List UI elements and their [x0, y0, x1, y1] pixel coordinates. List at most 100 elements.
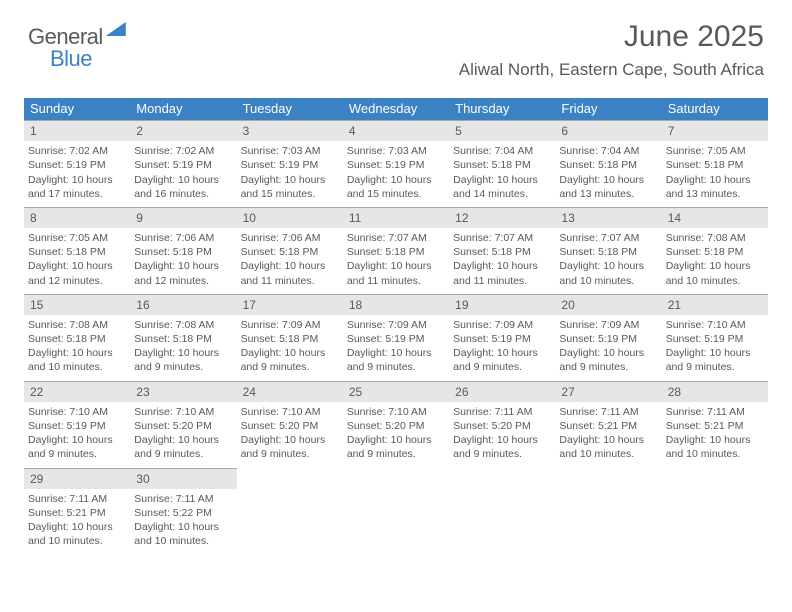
daylight-line: Daylight: 10 hours and 10 minutes. [666, 433, 764, 461]
sunset-line: Sunset: 5:18 PM [28, 332, 126, 346]
sunrise-line: Sunrise: 7:09 AM [453, 318, 551, 332]
sunrise-line: Sunrise: 7:08 AM [666, 231, 764, 245]
sunset-line: Sunset: 5:22 PM [134, 506, 232, 520]
sunrise-line: Sunrise: 7:11 AM [453, 405, 551, 419]
day-number: 21 [662, 294, 768, 315]
day-number: 2 [130, 120, 236, 141]
sunset-line: Sunset: 5:19 PM [559, 332, 657, 346]
daylight-line: Daylight: 10 hours and 9 minutes. [666, 346, 764, 374]
sunset-line: Sunset: 5:20 PM [241, 419, 339, 433]
day-cell [449, 468, 555, 555]
day-cell [555, 468, 661, 555]
sunrise-line: Sunrise: 7:10 AM [347, 405, 445, 419]
day-cell [237, 468, 343, 555]
sunrise-line: Sunrise: 7:11 AM [134, 492, 232, 506]
day-cell: 28Sunrise: 7:11 AMSunset: 5:21 PMDayligh… [662, 381, 768, 468]
day-number: 19 [449, 294, 555, 315]
day-cell: 14Sunrise: 7:08 AMSunset: 5:18 PMDayligh… [662, 207, 768, 294]
daylight-line: Daylight: 10 hours and 13 minutes. [666, 173, 764, 201]
day-cell: 19 Sunrise: 7:09 AMSunset: 5:19 PMDayligh… [449, 294, 555, 381]
month-title: June 2025 [28, 20, 764, 54]
day-number: 18 [343, 294, 449, 315]
daylight-line: Daylight: 10 hours and 10 minutes. [559, 259, 657, 287]
daylight-line: Daylight: 10 hours and 10 minutes. [134, 520, 232, 548]
sunrise-line: Sunrise: 7:09 AM [241, 318, 339, 332]
day-cell: 23Sunrise: 7:10 AMSunset: 5:20 PMDayligh… [130, 381, 236, 468]
sunset-line: Sunset: 5:18 PM [134, 332, 232, 346]
sunset-line: Sunset: 5:19 PM [134, 158, 232, 172]
day-number: 3 [237, 120, 343, 141]
dow-tuesday: Tuesday [237, 98, 343, 120]
day-number: 23 [130, 381, 236, 402]
sunrise-line: Sunrise: 7:08 AM [134, 318, 232, 332]
sunset-line: Sunset: 5:20 PM [453, 419, 551, 433]
day-number: 8 [24, 207, 130, 228]
sunrise-line: Sunrise: 7:10 AM [241, 405, 339, 419]
daylight-line: Daylight: 10 hours and 9 minutes. [347, 346, 445, 374]
week-row: 15Sunrise: 7:08 AMSunset: 5:18 PMDayligh… [24, 294, 768, 381]
week-row: 22Sunrise: 7:10 AMSunset: 5:19 PMDayligh… [24, 381, 768, 468]
sunrise-line: Sunrise: 7:06 AM [134, 231, 232, 245]
daylight-line: Daylight: 10 hours and 9 minutes. [134, 346, 232, 374]
week-row: 1Sunrise: 7:02 AMSunset: 5:19 PMDaylight… [24, 120, 768, 207]
sunrise-line: Sunrise: 7:03 AM [347, 144, 445, 158]
daylight-line: Daylight: 10 hours and 15 minutes. [241, 173, 339, 201]
title-block: June 2025 Aliwal North, Eastern Cape, So… [28, 20, 764, 80]
day-number: 9 [130, 207, 236, 228]
day-number: 15 [24, 294, 130, 315]
day-cell: 2Sunrise: 7:02 AMSunset: 5:19 PMDaylight… [130, 120, 236, 207]
day-number: 16 [130, 294, 236, 315]
day-cell: 1Sunrise: 7:02 AMSunset: 5:19 PMDaylight… [24, 120, 130, 207]
day-number: 25 [343, 381, 449, 402]
day-cell: 24 Sunrise: 7:10 AMSunset: 5:20 PMDayligh… [237, 381, 343, 468]
day-cell: 16 Sunrise: 7:08 AMSunset: 5:18 PMDayligh… [130, 294, 236, 381]
sunset-line: Sunset: 5:18 PM [347, 245, 445, 259]
day-number: 30 [130, 468, 236, 489]
day-cell: 17Sunrise: 7:09 AMSunset: 5:18 PMDayligh… [237, 294, 343, 381]
dow-thursday: Thursday [449, 98, 555, 120]
sunset-line: Sunset: 5:18 PM [241, 245, 339, 259]
sunset-line: Sunset: 5:18 PM [453, 245, 551, 259]
sunset-line: Sunset: 5:19 PM [666, 332, 764, 346]
sunset-line: Sunset: 5:20 PM [347, 419, 445, 433]
sunset-line: Sunset: 5:18 PM [559, 158, 657, 172]
daylight-line: Daylight: 10 hours and 9 minutes. [241, 346, 339, 374]
sunset-line: Sunset: 5:19 PM [453, 332, 551, 346]
day-number: 24 [237, 381, 343, 402]
daylight-line: Daylight: 10 hours and 13 minutes. [559, 173, 657, 201]
day-number: 22 [24, 381, 130, 402]
sunrise-line: Sunrise: 7:11 AM [559, 405, 657, 419]
day-cell: 18 Sunrise: 7:09 AMSunset: 5:19 PMDayligh… [343, 294, 449, 381]
daylight-line: Daylight: 10 hours and 16 minutes. [134, 173, 232, 201]
daylight-line: Daylight: 10 hours and 9 minutes. [347, 433, 445, 461]
day-number: 7 [662, 120, 768, 141]
daylight-line: Daylight: 10 hours and 9 minutes. [453, 346, 551, 374]
day-number: 28 [662, 381, 768, 402]
sunrise-line: Sunrise: 7:05 AM [28, 231, 126, 245]
day-cell [343, 468, 449, 555]
daylight-line: Daylight: 10 hours and 9 minutes. [241, 433, 339, 461]
dow-friday: Friday [555, 98, 661, 120]
day-number: 14 [662, 207, 768, 228]
sunrise-line: Sunrise: 7:10 AM [134, 405, 232, 419]
day-number: 4 [343, 120, 449, 141]
day-cell: 9Sunrise: 7:06 AMSunset: 5:18 PMDaylight… [130, 207, 236, 294]
day-cell: 6Sunrise: 7:04 AMSunset: 5:18 PMDaylight… [555, 120, 661, 207]
sunset-line: Sunset: 5:18 PM [453, 158, 551, 172]
sunrise-line: Sunrise: 7:07 AM [347, 231, 445, 245]
day-of-week-row: SundayMondayTuesdayWednesdayThursdayFrid… [24, 98, 768, 120]
day-cell: 5Sunrise: 7:04 AMSunset: 5:18 PMDaylight… [449, 120, 555, 207]
sunrise-line: Sunrise: 7:04 AM [559, 144, 657, 158]
week-row: 29Sunrise: 7:11 AMSunset: 5:21 PMDayligh… [24, 468, 768, 555]
daylight-line: Daylight: 10 hours and 11 minutes. [347, 259, 445, 287]
day-number: 17 [237, 294, 343, 315]
day-cell: 11Sunrise: 7:07 AMSunset: 5:18 PMDayligh… [343, 207, 449, 294]
sunset-line: Sunset: 5:19 PM [347, 332, 445, 346]
location: Aliwal North, Eastern Cape, South Africa [28, 60, 764, 80]
week-row: 8Sunrise: 7:05 AMSunset: 5:18 PMDaylight… [24, 207, 768, 294]
day-cell: 13Sunrise: 7:07 AMSunset: 5:18 PMDayligh… [555, 207, 661, 294]
day-cell: 29Sunrise: 7:11 AMSunset: 5:21 PMDayligh… [24, 468, 130, 555]
daylight-line: Daylight: 10 hours and 10 minutes. [559, 433, 657, 461]
day-number: 20 [555, 294, 661, 315]
sunrise-line: Sunrise: 7:09 AM [347, 318, 445, 332]
